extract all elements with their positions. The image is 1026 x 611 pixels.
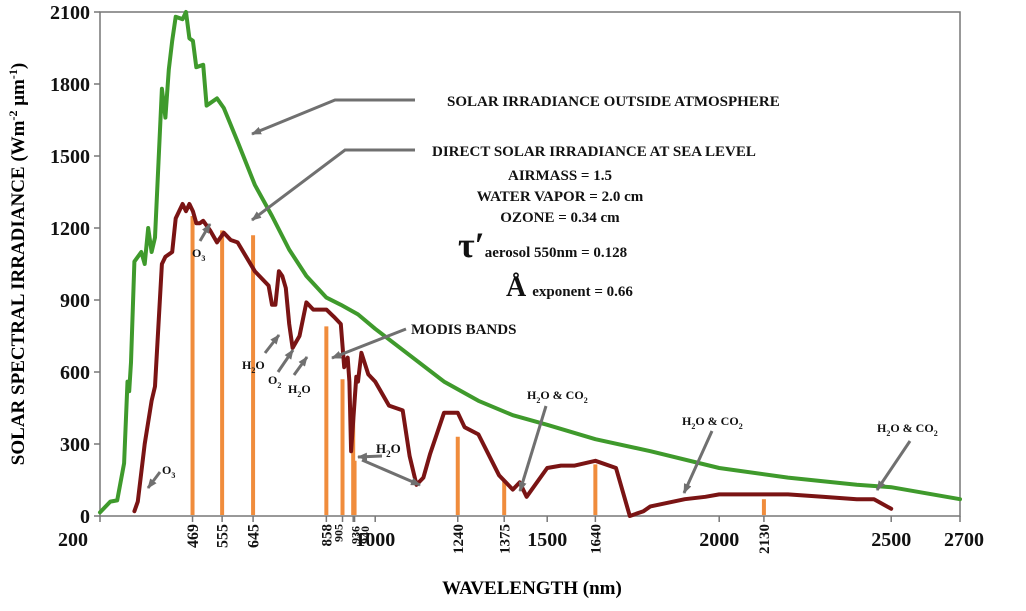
h2o-co2-2-arrow (682, 430, 714, 494)
y-tick-label: 1500 (50, 146, 90, 168)
x-tick-label: 200 (58, 529, 88, 551)
x-band-tick-label: 940 (358, 526, 372, 544)
h2o-3-arrow-left (357, 452, 383, 461)
x-tick-label: 2500 (871, 529, 911, 551)
x-tick-label: 1500 (527, 529, 567, 551)
h2o-1-label: H2O (242, 358, 265, 375)
airmass-label: AIRMASS = 1.5 (508, 168, 612, 184)
y-tick-label: 0 (80, 506, 90, 528)
y-tick-label: 2100 (50, 2, 90, 24)
h2o-2-arrow (292, 356, 309, 376)
h2o-co2-2-label: H2O & CO2 (682, 414, 743, 431)
x-band-tick-label: 1240 (451, 524, 467, 554)
y-axis-title: SOLAR SPECTRAL IRRADIANCE (Wm-2 μm-1) (6, 63, 29, 465)
o2-arrow (276, 349, 295, 373)
y-tick-label: 600 (60, 362, 90, 384)
o3-low-label: O3 (162, 463, 175, 480)
tau-label: τ′aerosol 550nm = 0.128 (458, 225, 627, 265)
x-band-tick-label: 858 (320, 524, 336, 547)
x-band-tick-label: 2130 (757, 524, 773, 554)
o3-high-arrow (198, 223, 212, 242)
outside-arrow (251, 98, 415, 136)
h2o-co2-1-arrow (518, 405, 548, 492)
x-axis-title: WAVELENGTH (nm) (442, 578, 622, 599)
y-tick-label: 300 (60, 434, 90, 456)
h2o-co2-3-label: H2O & CO2 (877, 421, 938, 438)
h2o-co2-1-label: H2O & CO2 (527, 388, 588, 405)
sea-level-line (132, 202, 894, 518)
modis-bands-label: MODIS BANDS (411, 322, 516, 338)
x-tick-label: 2700 (944, 529, 984, 551)
h2o-3-label: H2O (376, 441, 401, 459)
x-band-tick-label: 1375 (497, 524, 513, 554)
y-tick-label: 900 (60, 290, 90, 312)
plot-frame (99, 11, 961, 517)
ozone-label: OZONE = 0.34 cm (500, 210, 620, 226)
h2o-co2-3-arrow (875, 440, 912, 491)
o2-label: O2 (268, 373, 281, 390)
water-vapor-label: WATER VAPOR = 2.0 cm (477, 189, 644, 205)
x-tick-label: 2000 (699, 529, 739, 551)
x-tick-label: 1000 (355, 529, 395, 551)
x-band-tick-label: 645 (246, 524, 263, 548)
annotation-arrows (146, 98, 912, 494)
direct-label: DIRECT SOLAR IRRADIANCE AT SEA LEVEL (432, 144, 756, 160)
x-band-tick-label: 1640 (589, 524, 605, 554)
h2o-3-arrow-right (361, 458, 421, 487)
x-band-tick-label: 555 (215, 524, 232, 548)
x-band-tick-label: 936 (348, 526, 362, 544)
outside-label: SOLAR IRRADIANCE OUTSIDE ATMOSPHERE (447, 94, 780, 110)
x-band-tick-label: 469 (185, 524, 202, 548)
h2o-2-label: H2O (288, 382, 311, 399)
outside-atmosphere-line (98, 10, 962, 515)
modis-arrow (331, 327, 407, 360)
h2o-1-arrow (263, 334, 281, 354)
y-tick-label: 1800 (50, 74, 90, 96)
y-tick-label: 1200 (50, 218, 90, 240)
o3-high-label: O3 (192, 246, 205, 263)
direct-arrow (251, 148, 415, 222)
o3-low-arrow (146, 471, 162, 489)
x-band-tick-label: 905 (332, 524, 346, 542)
